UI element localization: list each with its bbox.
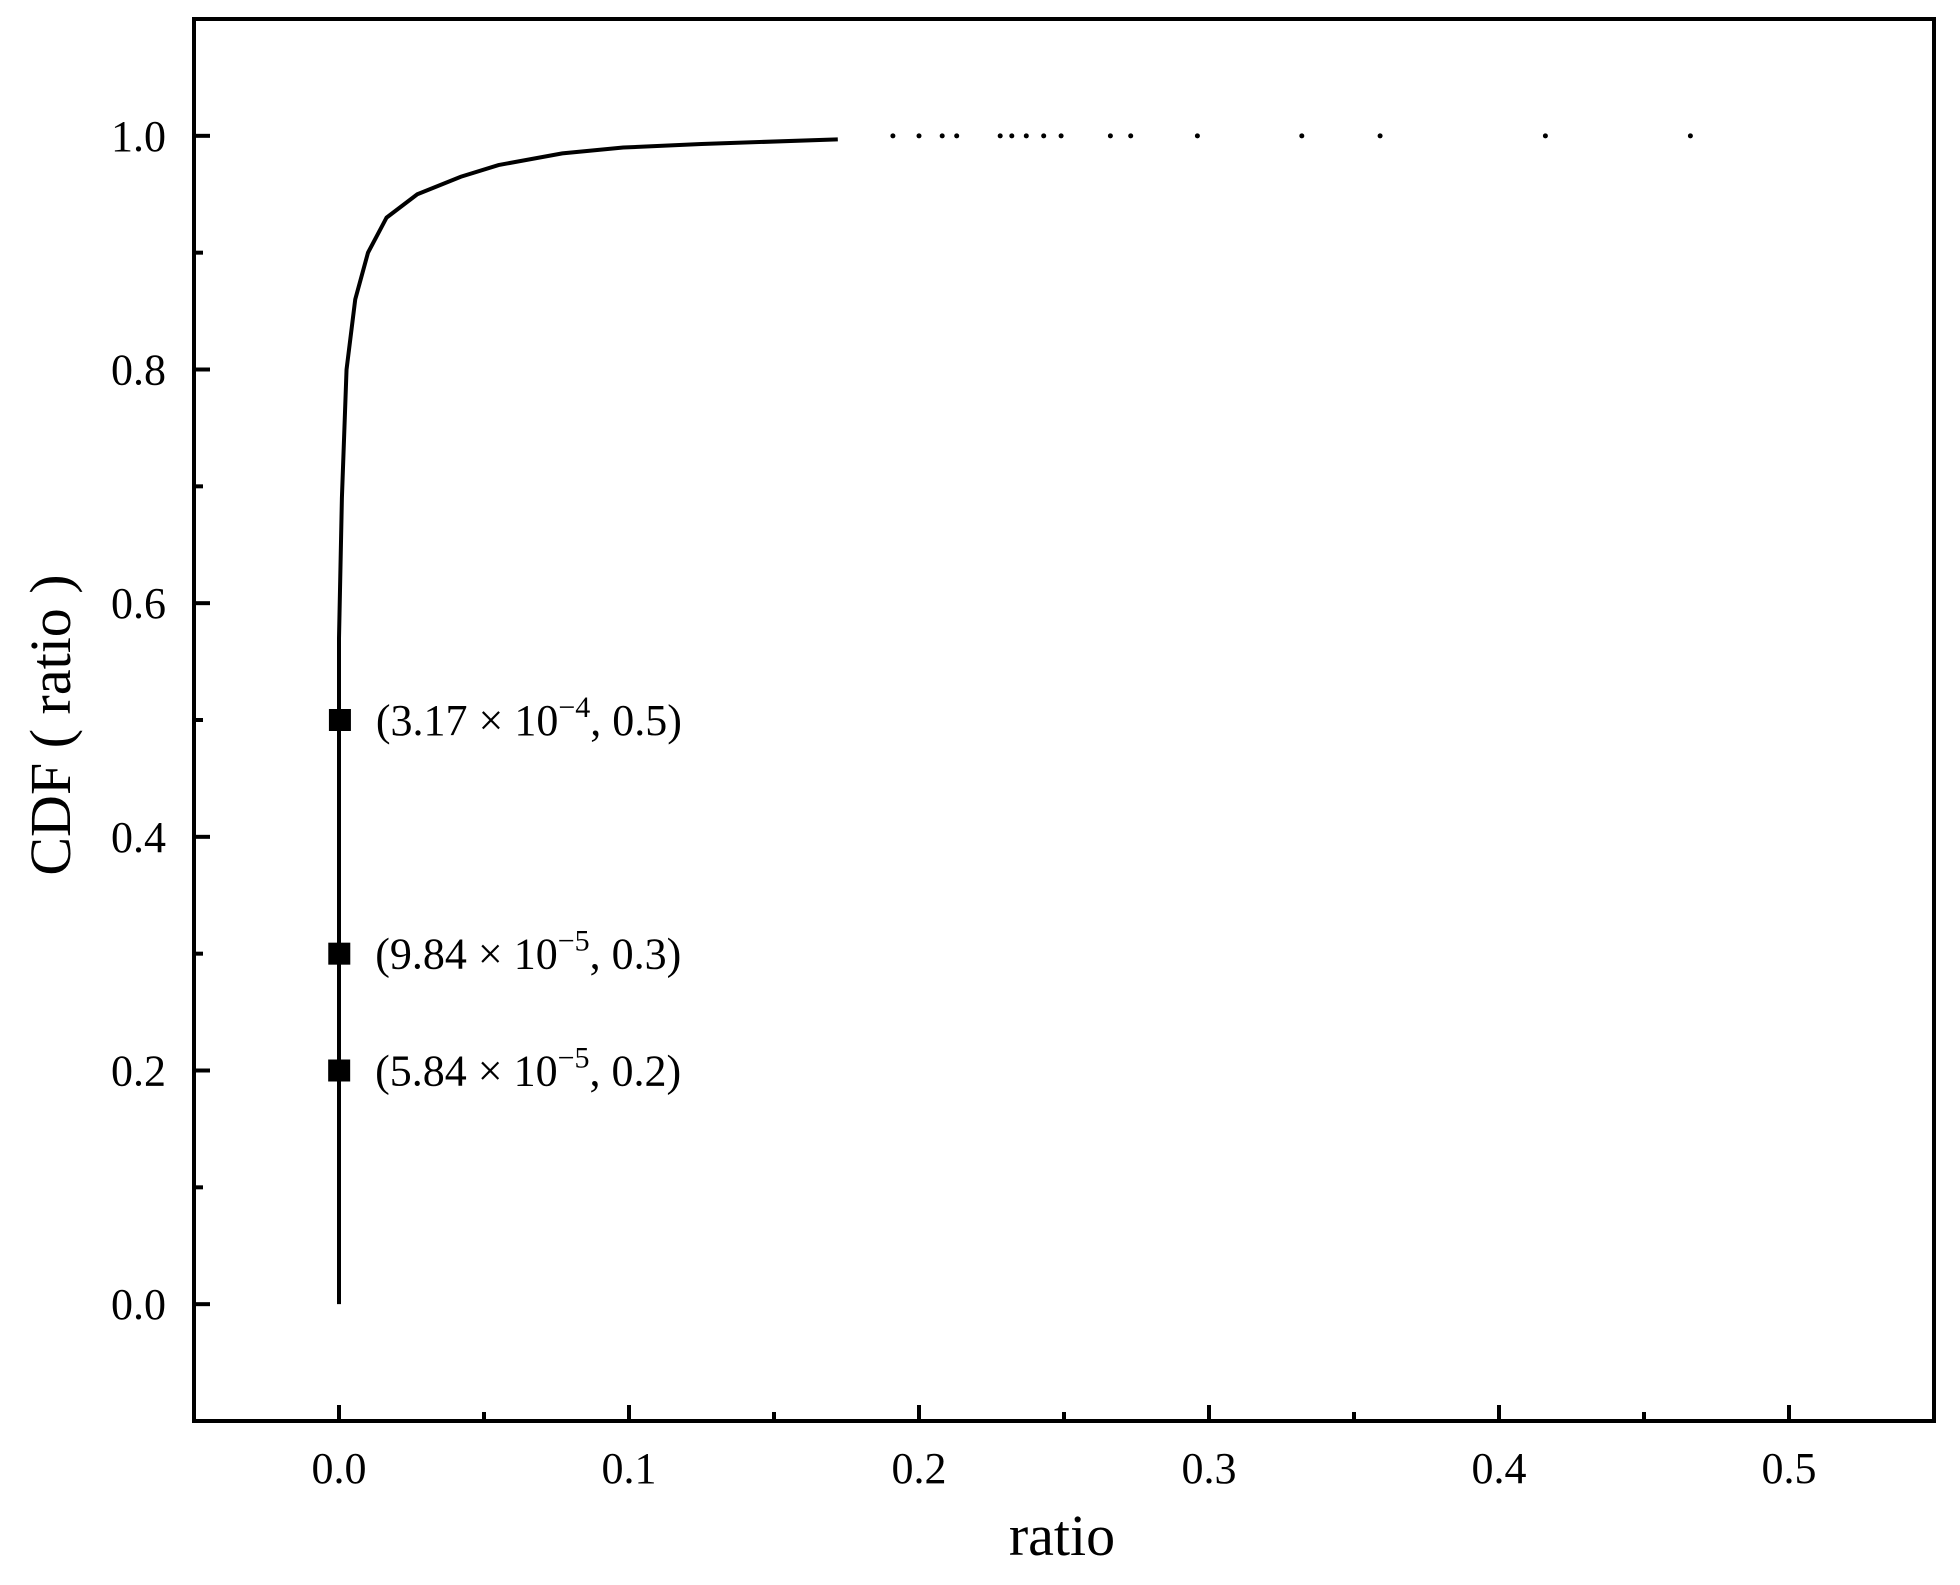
cdf-point <box>1128 133 1134 139</box>
y-tick-label: 0.2 <box>111 1047 166 1096</box>
marker-label-rest: , 0.5) <box>590 696 682 745</box>
y-tick-label: 0.6 <box>111 579 166 628</box>
x-tick-label: 0.0 <box>312 1444 367 1493</box>
cdf-point <box>1377 133 1383 139</box>
cdf-point <box>1194 133 1200 139</box>
marker-label-exp: −5 <box>558 925 590 958</box>
marker-label-exp: −4 <box>558 691 590 724</box>
marker <box>328 942 351 965</box>
cdf-line <box>337 137 838 1305</box>
cdf-point <box>1058 133 1064 139</box>
x-axis-label: ratio <box>1009 1503 1115 1568</box>
y-axis-label: CDF ( ratio ) <box>18 574 83 875</box>
y-tick-label: 0.8 <box>111 346 166 395</box>
cdf-point <box>1041 133 1047 139</box>
x-tick-label: 0.5 <box>1762 1444 1817 1493</box>
x-tick-label: 0.3 <box>1182 1444 1237 1493</box>
marker-label-base: (5.84 × 10 <box>375 1047 557 1096</box>
y-tick-label: 1.0 <box>111 112 166 161</box>
marker-label-rest: , 0.2) <box>590 1047 682 1096</box>
marker-label-rest: , 0.3) <box>590 930 682 979</box>
marker-label-base: (3.17 × 10 <box>376 696 558 745</box>
marker-label: (9.84 × 10−5, 0.3) <box>375 925 681 979</box>
marker-label-base: (9.84 × 10 <box>375 930 557 979</box>
x-tick-label: 0.2 <box>892 1444 947 1493</box>
marker-label-exp: −5 <box>558 1042 590 1075</box>
marker <box>328 709 351 731</box>
cdf-point <box>1023 133 1029 139</box>
cdf-point <box>890 133 896 139</box>
cdf-point <box>997 133 1003 139</box>
cdf-point <box>1009 133 1015 139</box>
cdf-point <box>939 133 945 139</box>
y-tick-label: 0.0 <box>111 1280 166 1329</box>
cdf-point <box>954 133 960 139</box>
marker-label: (3.17 × 10−4, 0.5) <box>376 691 682 745</box>
y-tick-label: 0.4 <box>111 813 166 862</box>
cdf-point <box>1542 133 1548 139</box>
x-tick-label: 0.1 <box>602 1444 657 1493</box>
cdf-point <box>916 133 922 139</box>
cdf-point <box>1107 133 1113 139</box>
x-tick-label: 0.4 <box>1472 1444 1527 1493</box>
marker-label: (5.84 × 10−5, 0.2) <box>375 1042 681 1096</box>
marker <box>328 1059 351 1082</box>
cdf-point <box>1687 133 1693 139</box>
cdf-point <box>1299 133 1305 139</box>
